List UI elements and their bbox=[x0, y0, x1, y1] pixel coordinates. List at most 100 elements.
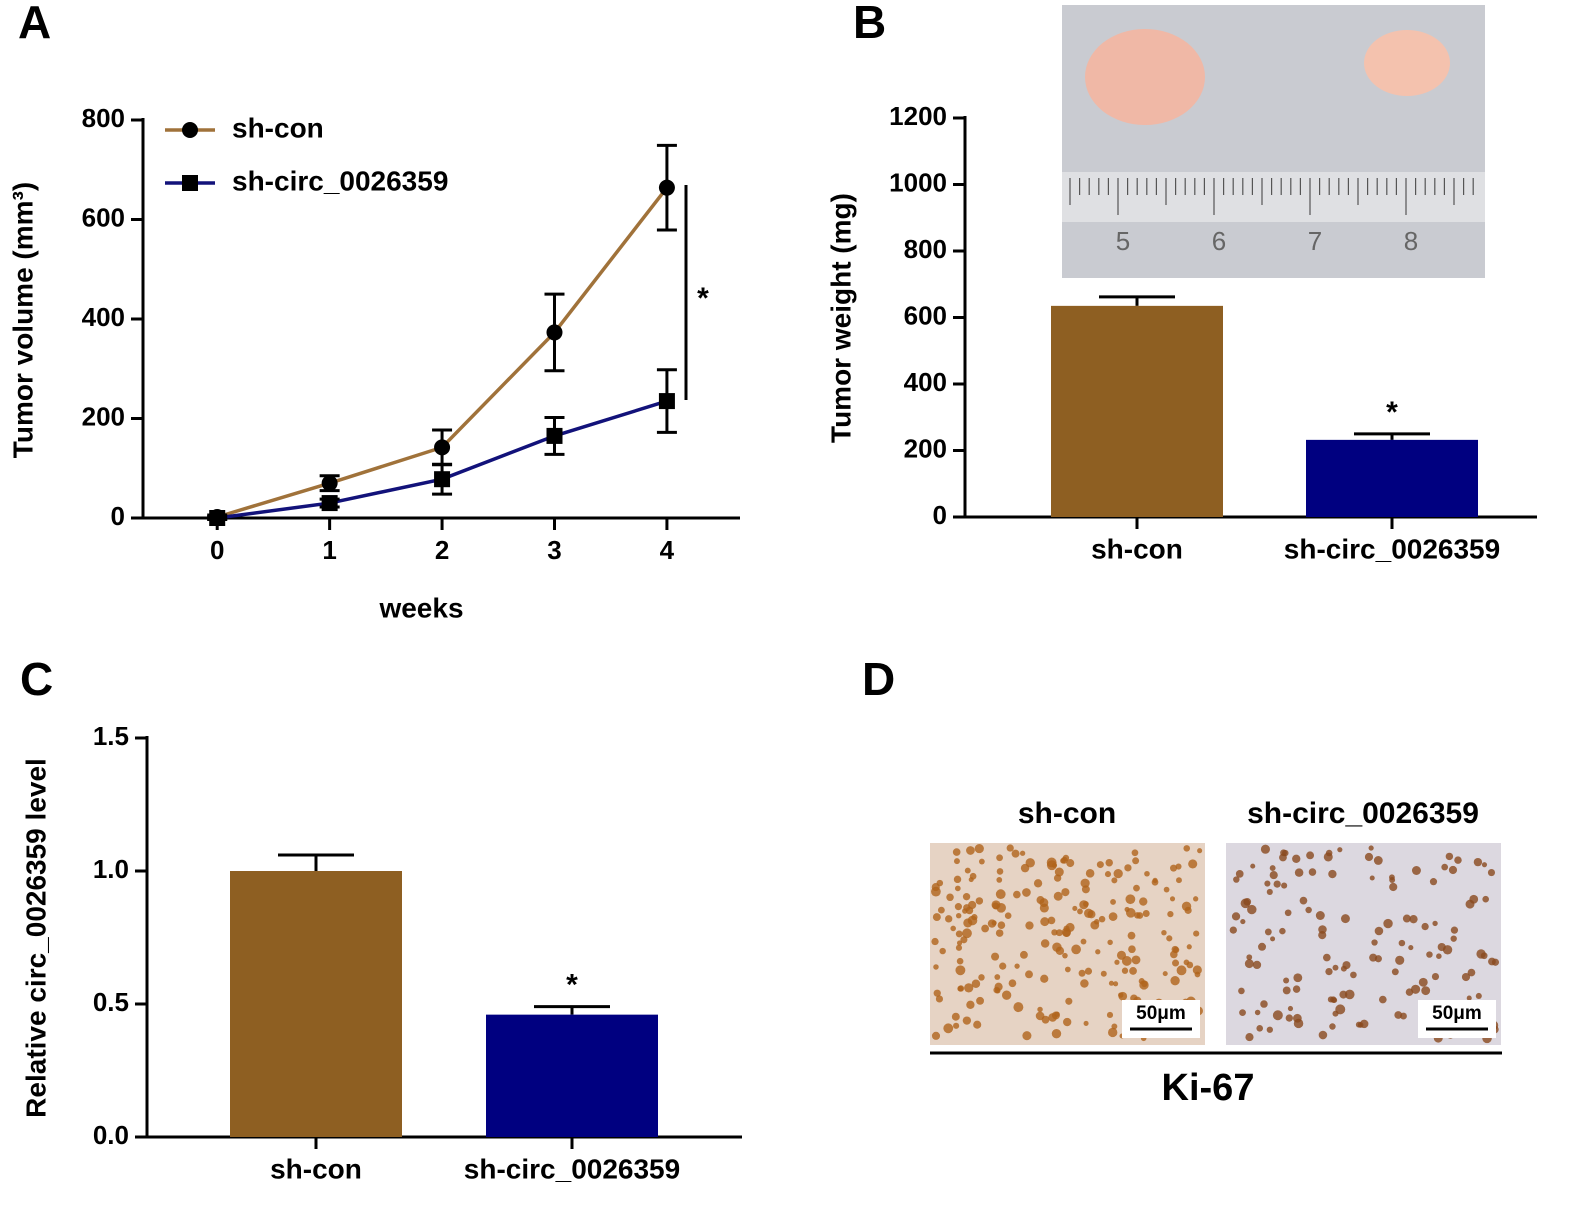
y-axis-label: Tumor volume (mm³) bbox=[7, 182, 38, 458]
annotation: * bbox=[1386, 396, 1398, 429]
cell bbox=[1080, 979, 1089, 988]
cell bbox=[1318, 1030, 1328, 1040]
tumor bbox=[1364, 30, 1450, 96]
cell bbox=[1332, 964, 1339, 971]
ruler-label: 5 bbox=[1116, 226, 1130, 256]
cell bbox=[1266, 888, 1273, 895]
cell bbox=[1245, 1032, 1254, 1042]
y-tick-label: 400 bbox=[904, 367, 947, 397]
cell bbox=[1172, 959, 1180, 967]
cell bbox=[1013, 1002, 1024, 1013]
cell bbox=[1139, 897, 1148, 906]
cell bbox=[1078, 969, 1086, 977]
cell bbox=[946, 893, 954, 902]
cell bbox=[1065, 922, 1075, 932]
y-axis-label: Tumor weight (mg) bbox=[825, 193, 856, 443]
cell bbox=[1398, 939, 1406, 947]
ruler-label: 8 bbox=[1404, 226, 1418, 256]
cell bbox=[962, 928, 972, 939]
y-tick-label: 0.0 bbox=[93, 1120, 129, 1150]
cell bbox=[1379, 995, 1387, 1004]
cell bbox=[996, 868, 1004, 875]
cell bbox=[1192, 965, 1202, 975]
cell bbox=[1062, 952, 1068, 959]
caption: Ki-67 bbox=[1162, 1067, 1255, 1109]
cell bbox=[1355, 1021, 1362, 1028]
cell bbox=[1080, 878, 1090, 888]
cell bbox=[1194, 971, 1201, 978]
cell bbox=[1325, 849, 1333, 857]
cell bbox=[1335, 1004, 1346, 1015]
cell bbox=[1066, 859, 1075, 868]
cell bbox=[1450, 935, 1457, 942]
cell bbox=[981, 924, 989, 933]
cell bbox=[974, 843, 984, 854]
cell bbox=[935, 995, 944, 1003]
annotation: * bbox=[697, 282, 709, 315]
cell bbox=[1020, 950, 1028, 959]
y-tick-label: 600 bbox=[82, 202, 125, 232]
cell bbox=[1238, 987, 1245, 995]
cell bbox=[1022, 888, 1031, 897]
scale-box bbox=[1122, 1000, 1200, 1038]
cell bbox=[1083, 901, 1089, 907]
cell bbox=[1142, 910, 1150, 917]
cell bbox=[1395, 955, 1405, 965]
legend-label: sh-circ_0026359 bbox=[232, 165, 448, 196]
cell bbox=[1162, 971, 1168, 977]
marker bbox=[321, 475, 338, 492]
cell bbox=[1448, 865, 1458, 875]
cell bbox=[999, 962, 1007, 970]
marker bbox=[658, 393, 675, 410]
y-tick-label: 0 bbox=[111, 501, 125, 531]
cell bbox=[1233, 876, 1240, 883]
cell bbox=[971, 979, 981, 989]
cell bbox=[1127, 931, 1136, 940]
cell bbox=[1441, 863, 1449, 871]
cell bbox=[1293, 1018, 1304, 1029]
cell bbox=[1125, 894, 1136, 905]
cell bbox=[1285, 1014, 1293, 1022]
cell bbox=[1108, 912, 1118, 921]
cell bbox=[1369, 875, 1375, 881]
scale-bar-label: 50μm bbox=[1432, 1003, 1482, 1024]
cell bbox=[1252, 960, 1262, 970]
cell bbox=[1305, 906, 1312, 914]
cell bbox=[1131, 849, 1139, 857]
cell bbox=[1258, 942, 1267, 951]
cell bbox=[1322, 953, 1331, 962]
cell bbox=[1035, 1011, 1045, 1021]
cell bbox=[1006, 844, 1014, 852]
cell bbox=[966, 846, 975, 855]
cell bbox=[1394, 1011, 1403, 1019]
y-tick-label: 1.5 bbox=[93, 721, 129, 751]
cell bbox=[1114, 959, 1120, 965]
cell bbox=[1329, 1023, 1336, 1030]
cell bbox=[1036, 896, 1045, 904]
cell bbox=[1450, 926, 1459, 934]
cell bbox=[1445, 852, 1454, 861]
cell bbox=[1287, 1005, 1294, 1012]
legend-marker bbox=[182, 122, 198, 138]
cell bbox=[1170, 975, 1180, 986]
cell bbox=[1264, 928, 1272, 936]
cell bbox=[960, 936, 968, 944]
cell bbox=[957, 985, 965, 992]
cell bbox=[1107, 939, 1113, 946]
cell bbox=[1244, 959, 1254, 969]
cell bbox=[1325, 967, 1333, 976]
cell bbox=[1264, 880, 1271, 887]
cell bbox=[1065, 997, 1073, 1005]
cell bbox=[1369, 953, 1378, 962]
cell bbox=[1389, 877, 1396, 883]
cell bbox=[1080, 938, 1087, 945]
cell bbox=[1421, 922, 1429, 931]
cell bbox=[995, 889, 1006, 900]
cell bbox=[1072, 905, 1078, 912]
cell bbox=[953, 1022, 960, 1029]
cell bbox=[1247, 904, 1257, 915]
cell bbox=[1083, 1020, 1089, 1026]
cell bbox=[1064, 966, 1071, 973]
cell bbox=[939, 947, 946, 955]
